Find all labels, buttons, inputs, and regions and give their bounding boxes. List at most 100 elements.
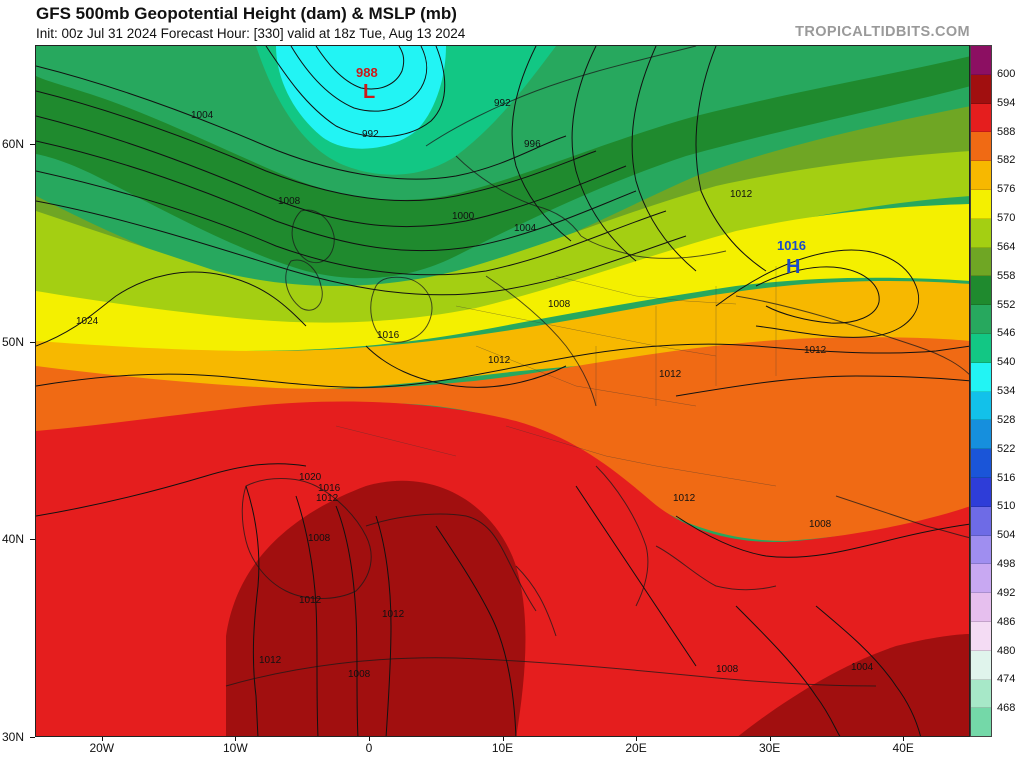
latitude-tick-label: 60N (2, 136, 25, 151)
longitude-tick-mark (368, 737, 370, 741)
legend-value: 480 (997, 644, 1016, 657)
map-canvas: 1004 992 996 992 1008 1000 1004 1012 102… (36, 46, 969, 736)
coastlines (225, 46, 969, 687)
legend-swatch (971, 449, 991, 478)
legend-swatch (971, 247, 991, 277)
isobar-label: 992 (494, 98, 511, 109)
isobar-label: 1008 (548, 299, 571, 310)
legend-value: 600 (997, 67, 1016, 80)
legend-swatch (971, 333, 991, 363)
longitude-tick-label: 40E (892, 741, 914, 755)
longitude-tick-label: 10W (223, 741, 248, 755)
isobar-label: 1012 (659, 369, 682, 380)
legend-swatch (971, 708, 991, 737)
legend-value: 594 (997, 96, 1016, 109)
longitude-tick-label: 20W (89, 741, 115, 755)
legend-swatch (971, 103, 991, 133)
latitude-tick-mark (30, 341, 35, 343)
height-color-legend (970, 45, 992, 737)
legend-swatch (971, 46, 991, 75)
legend-value: 492 (997, 586, 1016, 599)
legend-value: 552 (997, 298, 1016, 311)
isobars (36, 46, 969, 736)
isobar-label: 1016 (318, 483, 341, 494)
borders (335, 266, 777, 487)
band-582 (36, 337, 969, 541)
isobar-label: 1012 (299, 595, 322, 606)
forecast-subtitle: Init: 00z Jul 31 2024 Forecast Hour: [33… (36, 26, 466, 41)
isobar-label: 1008 (716, 664, 739, 675)
isobar-label: 1012 (488, 355, 511, 366)
band-564 (36, 151, 969, 328)
legend-swatch (971, 621, 991, 651)
legend-value: 522 (997, 442, 1016, 455)
legend-value: 558 (997, 269, 1016, 282)
longitude-tick-label: 30E (758, 741, 781, 755)
legend-swatch (971, 477, 991, 507)
isobar-label: 1000 (452, 211, 475, 222)
legend-value: 588 (997, 125, 1016, 138)
legend-value: 582 (997, 154, 1016, 167)
isobar-label: 1004 (851, 662, 874, 673)
latitude-tick-mark (30, 737, 35, 738)
isobar-label: 1012 (730, 189, 753, 200)
legend-value: 546 (997, 327, 1016, 340)
legend-value: 534 (997, 385, 1016, 397)
legend-swatch (971, 218, 991, 248)
low-pressure-center: 988 L (356, 65, 378, 103)
legend-swatch (971, 650, 991, 680)
legend-swatch (971, 74, 991, 104)
latitude-tick-label: 50N (2, 334, 25, 349)
legend-swatch (971, 506, 991, 536)
isobar-label: 1008 (348, 669, 371, 680)
low-pressure-letter: L (363, 81, 375, 103)
isobar-label: 1024 (76, 316, 99, 327)
longitude-tick-label: 20E (625, 741, 647, 755)
isobar-label: 1012 (382, 609, 405, 620)
latitude-tick-mark (30, 539, 35, 541)
legend-swatch (971, 420, 991, 450)
longitude-tick-mark (101, 737, 103, 741)
isobar-labels: 1004 992 996 992 1008 1000 1004 1012 102… (76, 98, 874, 680)
weather-map[interactable]: 1004 992 996 992 1008 1000 1004 1012 102… (35, 45, 970, 737)
legend-value: 564 (997, 240, 1016, 253)
isobar-label: 1004 (514, 223, 537, 234)
isobar-label: 1016 (377, 330, 400, 341)
legend-value: 516 (997, 471, 1016, 484)
legend-swatch (971, 276, 991, 306)
isobar-label: 1008 (278, 196, 301, 207)
legend-labels: 600 594 588 582 576 570 564 558 552 546 540 534 528 5… (993, 45, 1024, 737)
legend-swatch (971, 535, 991, 565)
isobar-label: 1008 (308, 533, 331, 544)
legend-value: 540 (997, 356, 1016, 369)
legend-value: 468 (997, 702, 1016, 715)
high-pressure-letter: H (786, 256, 800, 278)
legend-value: 576 (997, 183, 1016, 196)
legend-swatch (971, 161, 991, 190)
band-576 (36, 280, 969, 391)
page-title: GFS 500mb Geopotential Height (dam) & MS… (36, 4, 457, 23)
legend-swatch (971, 593, 991, 622)
high-pressure-value: 1016 (777, 238, 806, 253)
band-594 (226, 480, 526, 736)
longitude-tick-mark (903, 737, 905, 741)
legend-swatch (971, 189, 991, 219)
isobar-label: 1012 (316, 493, 339, 504)
isobar-label: 992 (362, 129, 379, 140)
legend-swatch (971, 132, 991, 162)
isobar-label: 1012 (804, 345, 827, 356)
legend-swatch (971, 305, 991, 334)
legend-value: 570 (997, 212, 1016, 224)
legend-value: 474 (997, 673, 1016, 686)
legend-value: 486 (997, 615, 1016, 628)
band-570 (36, 204, 969, 351)
isobar-label: 1020 (299, 472, 322, 483)
isobar-label: 1012 (259, 655, 282, 666)
longitude-tick-mark (502, 737, 504, 741)
longitude-tick-mark (636, 737, 638, 741)
latitude-tick-mark (30, 143, 35, 145)
legend-swatch (971, 391, 991, 421)
isobar-label: 1004 (191, 110, 214, 121)
legend-swatch (971, 564, 991, 594)
legend-swatch (971, 362, 991, 392)
